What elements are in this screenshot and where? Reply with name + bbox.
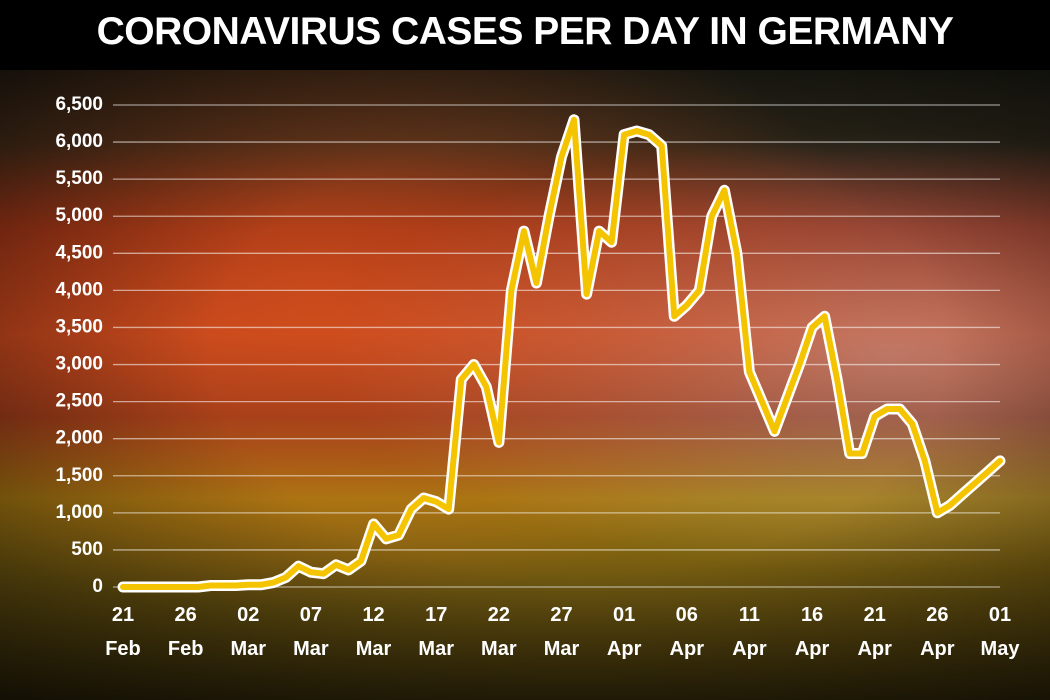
y-tick-label: 2,500	[55, 391, 103, 412]
y-tick-label: 3,500	[55, 316, 103, 337]
x-tick-label: 26 Feb	[167, 604, 204, 660]
line	[120, 116, 1003, 590]
x-tick-label: 12 Mar	[355, 604, 392, 660]
y-tick-label: 4,000	[55, 279, 103, 300]
x-tick-label: 17 Mar	[418, 604, 454, 660]
x-tick-label: 06 Apr	[669, 604, 704, 660]
y-tick-label: 3,000	[55, 354, 103, 375]
y-tick-label: 0	[92, 576, 103, 597]
title-bar	[0, 0, 1050, 70]
y-tick-label: 5,500	[55, 168, 103, 189]
y-tick-label: 1,000	[55, 502, 103, 523]
x-tick-label: 02 Mar	[230, 604, 267, 660]
y-tick-label: 4,500	[55, 242, 103, 263]
y-tick-label: 500	[71, 539, 103, 560]
x-tick-label: 21 Feb	[105, 604, 141, 660]
x-tick-label: 07 Mar	[293, 604, 329, 660]
x-tick-label: 26 Apr	[920, 604, 955, 660]
x-tick-label: 27 Mar	[543, 604, 580, 660]
y-tick-label: 6,500	[55, 94, 103, 115]
y-tick-label: 5,000	[55, 205, 103, 226]
y-tick-label: 6,000	[55, 131, 103, 152]
y-tick-label: 1,500	[55, 465, 103, 486]
x-tick-label: 01 Apr	[606, 604, 642, 660]
x-tick-label: 22 Mar	[481, 604, 517, 660]
x-tick-label: 21 Apr	[857, 604, 892, 660]
background-shade	[0, 70, 1050, 700]
x-tick-label: 16 Apr	[794, 604, 830, 660]
y-tick-label: 2,000	[55, 428, 103, 449]
x-tick-label: 11 Apr	[732, 604, 767, 660]
chart-title: CORONAVIRUS CASES PER DAY IN GERMANY	[96, 10, 954, 53]
line-outline	[117, 114, 1006, 593]
x-tick-label: 01 May	[980, 604, 1020, 660]
